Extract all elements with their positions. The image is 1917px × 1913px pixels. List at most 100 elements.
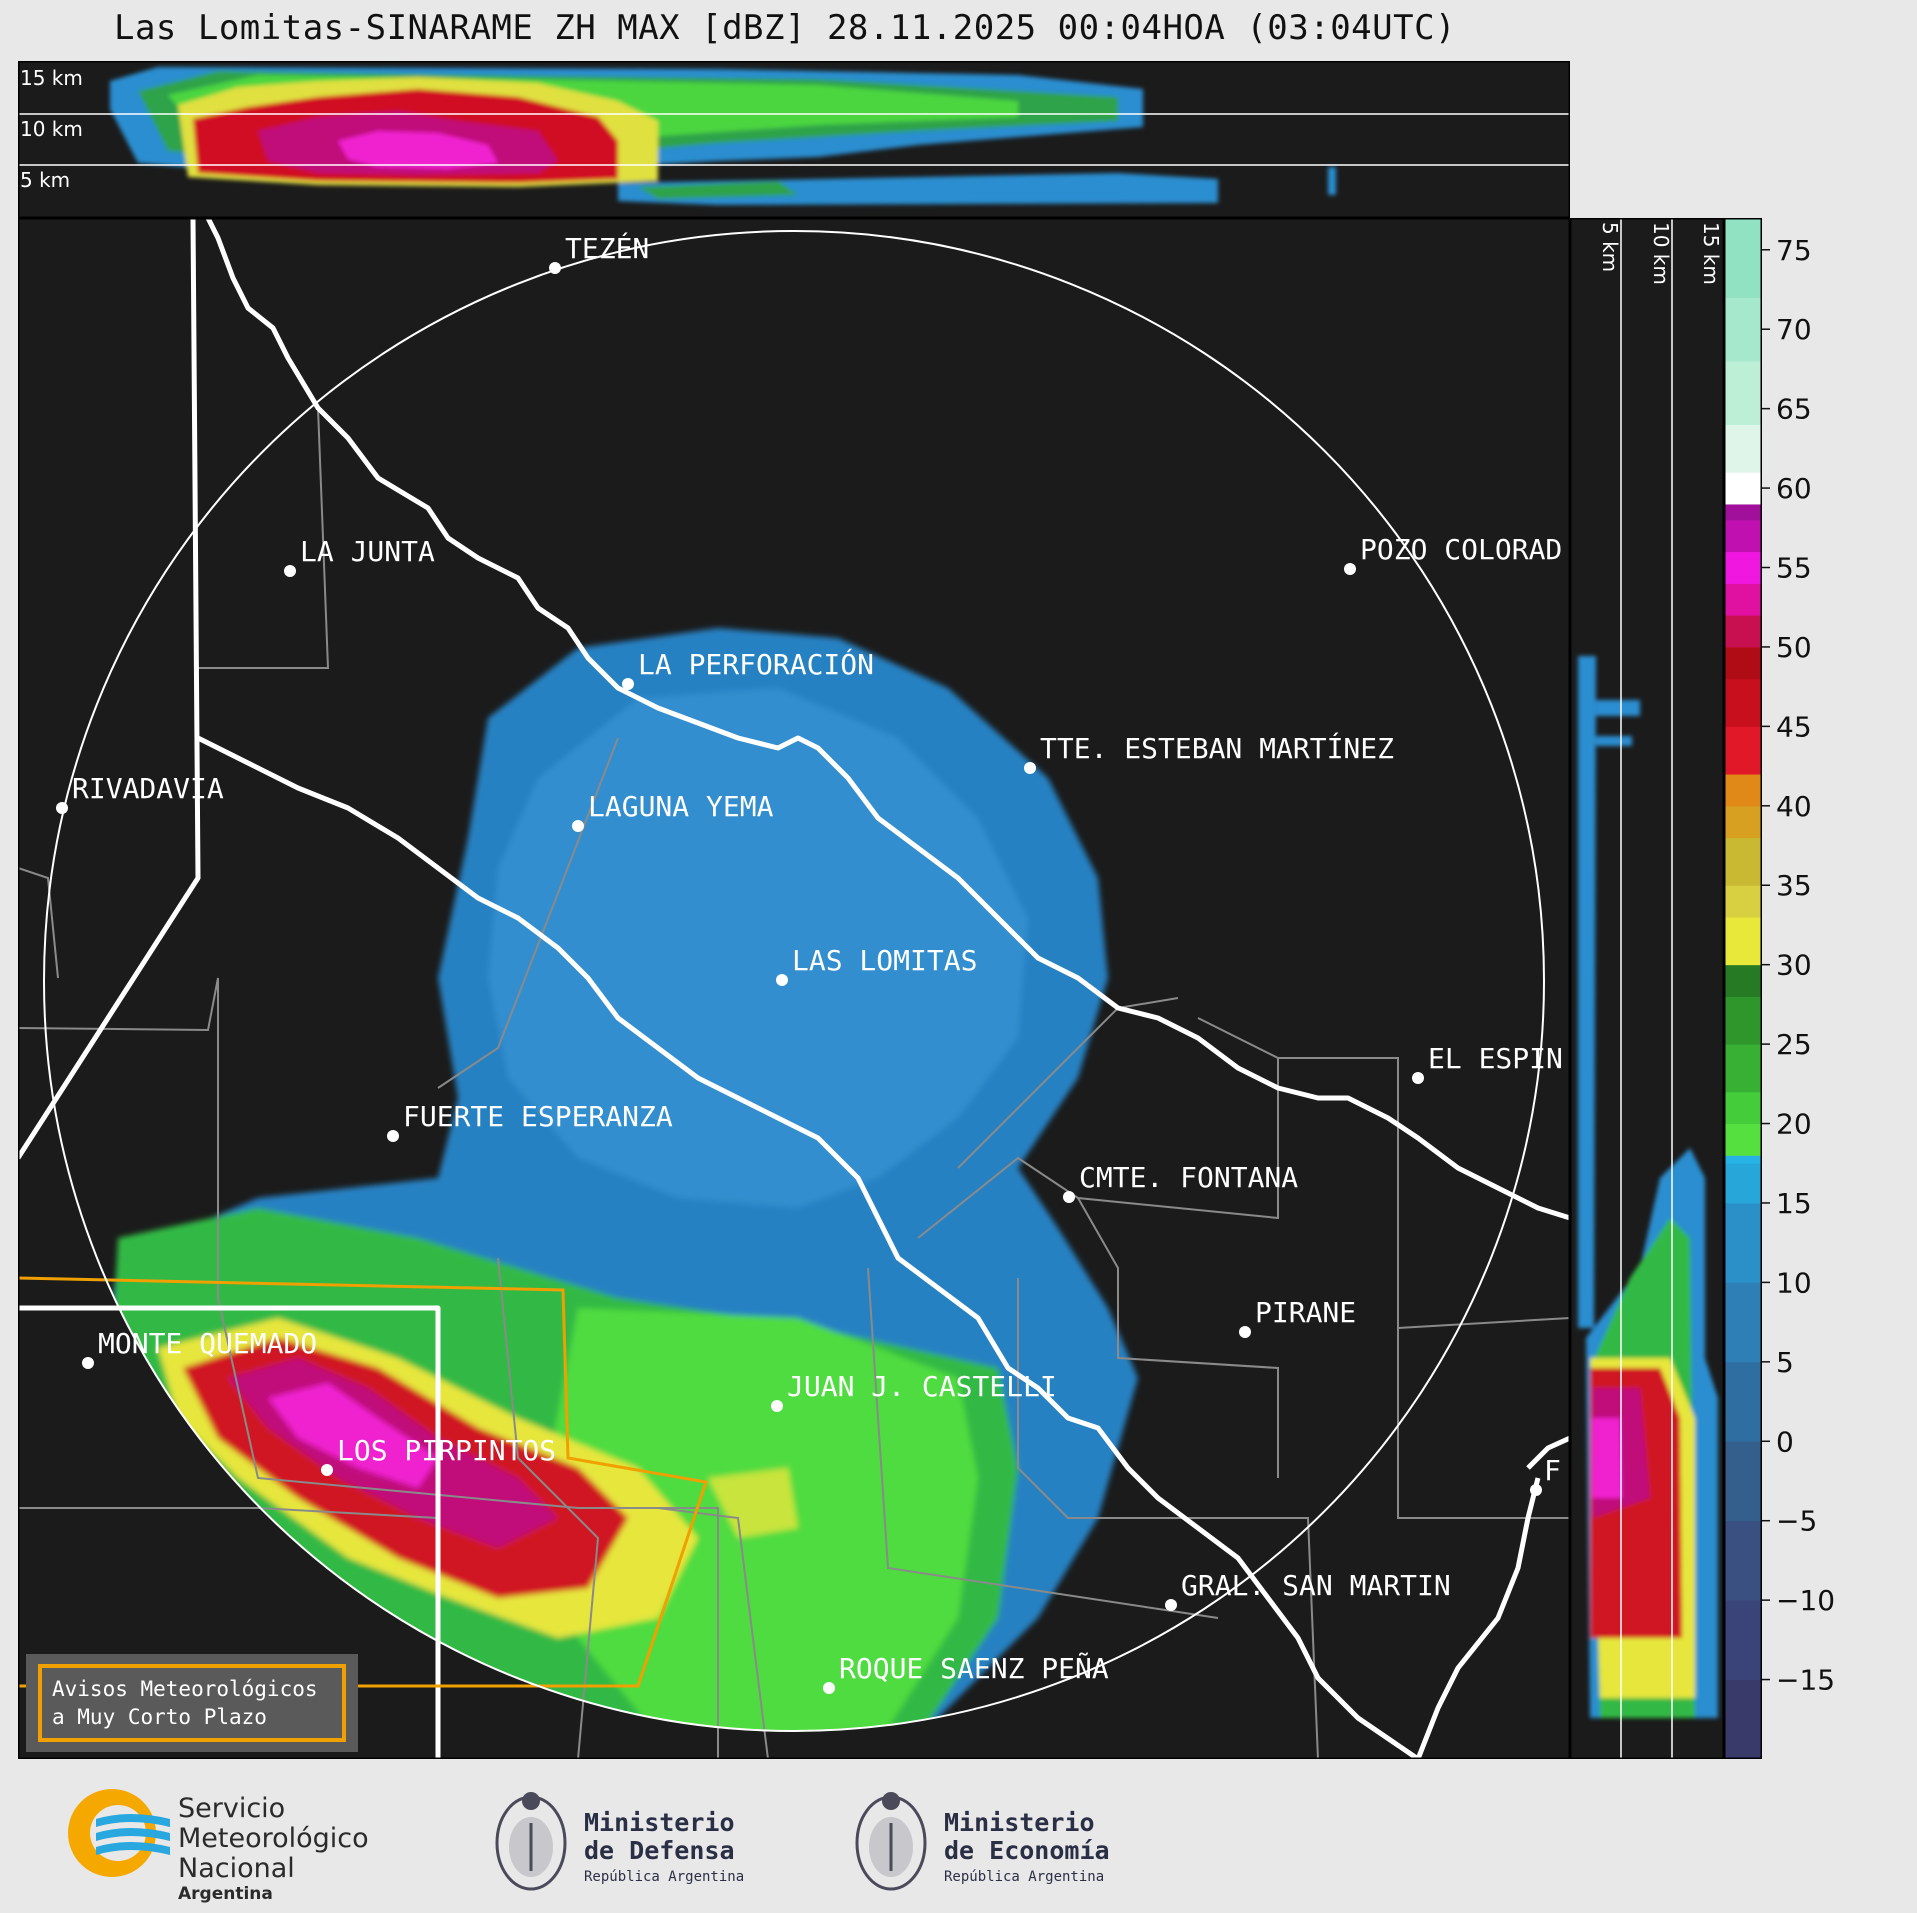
colorbar-segment xyxy=(1724,360,1762,426)
colorbar-tick-label: 45 xyxy=(1776,710,1812,743)
economia-line2: de Economía xyxy=(944,1836,1110,1865)
city-labels: TEZÉN LA JUNTA POZO COLORAD LA PERFORACI… xyxy=(56,231,1563,1694)
city-dot-cmte-fontana xyxy=(1063,1191,1075,1203)
colorbar-tick-label: 20 xyxy=(1776,1108,1812,1141)
colorbar-tick-label: 10 xyxy=(1776,1266,1812,1299)
colorbar-segment xyxy=(1724,583,1762,616)
city-label-tezen: TEZÉN xyxy=(565,231,649,265)
city-dot-juan-j-castelli xyxy=(771,1400,783,1412)
city-dot-la-perforacion xyxy=(622,678,634,690)
city-label-la-junta: LA JUNTA xyxy=(300,535,435,568)
colorbar-segment xyxy=(1724,519,1762,553)
colorbar-segment xyxy=(1724,1441,1762,1522)
city-dot-tte-esteban-martinez xyxy=(1024,762,1036,774)
colorbar-tick-label: 55 xyxy=(1776,552,1812,585)
colorbar-tick-label: 30 xyxy=(1776,949,1812,982)
colorbar-segment xyxy=(1724,297,1762,362)
defensa-line2: de Defensa xyxy=(584,1836,735,1865)
economia-line3: República Argentina xyxy=(944,1869,1104,1885)
city-dot-roque-saenz-pena xyxy=(823,1682,835,1694)
city-dot-laguna-yema xyxy=(572,820,584,832)
city-label-la-perforacion: LA PERFORACIÓN xyxy=(638,647,874,681)
colorbar-segment xyxy=(1724,917,1762,966)
colorbar-segment xyxy=(1724,774,1762,807)
wave-icon xyxy=(96,1814,170,1827)
city-dot-el-espinillo xyxy=(1412,1072,1424,1084)
smn-line1: Servicio xyxy=(178,1793,285,1824)
defensa-line3: República Argentina xyxy=(584,1869,744,1885)
city-dot-pozo-colorado xyxy=(1344,563,1356,575)
city-dot-pirane xyxy=(1239,1326,1251,1338)
colorbar-tick-label: 60 xyxy=(1776,472,1812,505)
colorbar-segment xyxy=(1724,551,1762,584)
chart-title: Las Lomitas-SINARAME ZH MAX [dBZ] 28.11.… xyxy=(113,8,1457,48)
smn-line2: Meteorológico xyxy=(178,1823,369,1854)
city-dot-los-pirpintos xyxy=(321,1464,333,1476)
colorbar-tick-label: −5 xyxy=(1776,1505,1817,1538)
colorbar-tick-label: −10 xyxy=(1776,1584,1835,1617)
city-label-monte-quemado: MONTE QUEMADO xyxy=(98,1327,317,1360)
colorbar xyxy=(1724,218,1762,1760)
city-label-pirane: PIRANE xyxy=(1255,1296,1356,1329)
economia-logo: Ministerio de Economía República Argenti… xyxy=(855,1792,1110,1891)
range-ring xyxy=(43,230,1545,1732)
province-borders xyxy=(18,218,1570,1759)
city-label-las-lomitas: LAS LOMITAS xyxy=(792,944,977,977)
side-profile-echoes xyxy=(1578,656,1718,1718)
colorbar-segment xyxy=(1724,1282,1762,1363)
city-dot-la-junta xyxy=(284,565,296,577)
height-label-10km: 10 km xyxy=(20,117,83,141)
city-label-laguna-yema: LAGUNA YEMA xyxy=(588,790,774,823)
colorbar-segment xyxy=(1724,646,1762,680)
colorbar-tick-label: 50 xyxy=(1776,631,1812,664)
colorbar-tick-label: 70 xyxy=(1776,313,1812,346)
colorbar-segment xyxy=(1724,218,1762,298)
colorbar-ticks: 75 70 65 60 55 50 45 40 35 30 25 20 15 10 5 0 −5 −10 −15 xyxy=(1762,218,1902,1759)
colorbar-segment xyxy=(1724,726,1762,775)
colorbar-segment xyxy=(1724,1361,1762,1442)
city-label-el-espinillo: EL ESPIN xyxy=(1428,1042,1563,1075)
colorbar-segment xyxy=(1724,503,1762,521)
colorbar-tick-label: 0 xyxy=(1776,1425,1794,1458)
city-dot-formosa xyxy=(1530,1484,1542,1496)
colorbar-segment xyxy=(1724,1044,1762,1093)
warning-legend-line1: Avisos Meteorológicos xyxy=(52,1677,318,1701)
city-label-tte-esteban-martinez: TTE. ESTEBAN MARTÍNEZ xyxy=(1040,731,1394,765)
side-height-label-15km: 15 km xyxy=(1699,222,1723,285)
city-label-gral-san-martin: GRAL. SAN MARTIN xyxy=(1181,1569,1451,1602)
colorbar-segment xyxy=(1724,885,1762,918)
colorbar-segment xyxy=(1724,472,1762,505)
smn-line4: Argentina xyxy=(178,1884,273,1904)
side-height-label-10km: 10 km xyxy=(1649,222,1673,285)
colorbar-tick-label: 5 xyxy=(1776,1346,1794,1379)
defensa-line1: Ministerio xyxy=(584,1808,735,1837)
colorbar-segment xyxy=(1724,1091,1762,1125)
colorbar-tick-label: 15 xyxy=(1776,1187,1812,1220)
colorbar-tick-label: 40 xyxy=(1776,790,1812,823)
side-height-profile: 5 km 10 km 15 km xyxy=(1570,218,1724,1759)
top-profile-echoes xyxy=(110,67,1336,205)
colorbar-segment xyxy=(1724,424,1762,473)
smn-line3: Nacional xyxy=(178,1853,295,1884)
colorbar-tick-label: 35 xyxy=(1776,869,1812,902)
colorbar-segment xyxy=(1724,1600,1762,1681)
city-label-los-pirpintos: LOS PIRPINTOS xyxy=(337,1434,556,1467)
city-label-cmte-fontana: CMTE. FONTANA xyxy=(1079,1161,1298,1194)
colorbar-segment xyxy=(1724,1520,1762,1601)
colorbar-segment xyxy=(1724,1123,1762,1156)
city-label-fuerte-esperanza: FUERTE ESPERANZA xyxy=(403,1100,673,1133)
city-dot-fuerte-esperanza xyxy=(387,1130,399,1142)
warning-legend: Avisos Meteorológicos a Muy Corto Plazo xyxy=(26,1654,358,1752)
colorbar-segment xyxy=(1724,1155,1762,1164)
colorbar-tick-label: 75 xyxy=(1776,234,1812,267)
side-height-label-5km: 5 km xyxy=(1598,222,1622,272)
colorbar-segment xyxy=(1724,615,1762,648)
colorbar-segment xyxy=(1724,1202,1762,1283)
smn-logo: Servicio Meteorológico Nacional Argentin… xyxy=(68,1789,369,1904)
warning-legend-line2: a Muy Corto Plazo xyxy=(52,1705,267,1729)
city-dot-tezen xyxy=(549,262,561,274)
colorbar-segment xyxy=(1724,837,1762,886)
height-label-5km: 5 km xyxy=(20,168,70,192)
defensa-logo: Ministerio de Defensa República Argentin… xyxy=(495,1792,744,1891)
colorbar-segment xyxy=(1724,1679,1762,1760)
